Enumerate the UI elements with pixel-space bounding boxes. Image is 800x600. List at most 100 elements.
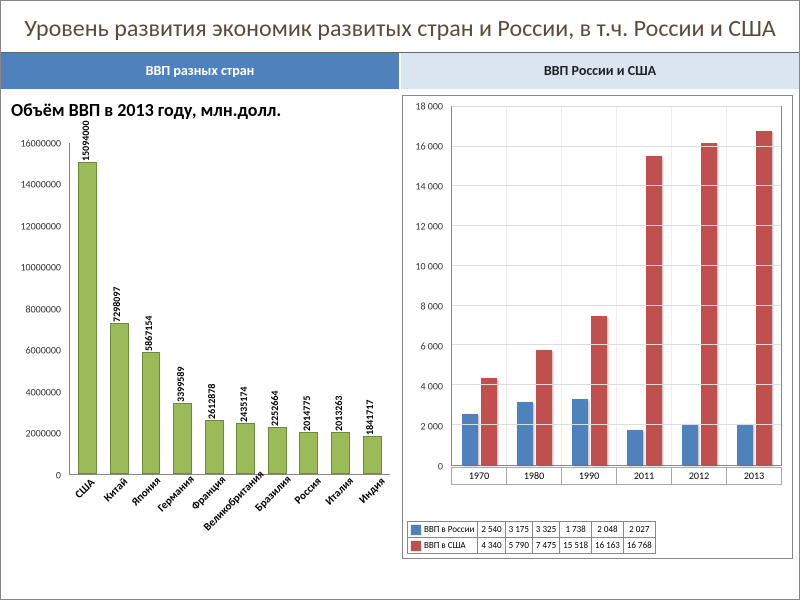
chart-right-bar <box>536 350 552 465</box>
chart-right-bar <box>737 424 753 464</box>
chart-right-table-cell: 4 340 <box>478 537 505 553</box>
chart-right-gridline <box>452 344 781 345</box>
chart-right-legend-cell: ВВП в США <box>408 537 478 553</box>
content-row: Объём ВВП в 2013 году, млн.долл. 0 200000… <box>1 89 799 565</box>
chart-right-table-cell: 15 518 <box>560 537 592 553</box>
header-right: ВВП России и США <box>401 53 799 89</box>
chart-left-bar-group: 2013263 <box>325 143 357 474</box>
chart-right-bar <box>572 399 588 465</box>
chart-right-table-row: ВВП в России2 5403 1753 3251 7382 0482 0… <box>408 521 656 537</box>
chart-right-xtick: 2012 <box>672 467 727 485</box>
chart-left-bar: 15094000 <box>78 162 97 474</box>
chart-right-xtick: 2013 <box>727 467 782 485</box>
chart-right-gridline <box>452 225 781 226</box>
chart-left: Объём ВВП в 2013 году, млн.долл. 0 200000… <box>7 95 398 559</box>
legend-marker-icon <box>411 541 421 551</box>
chart-left-bar-value: 7298097 <box>110 286 123 321</box>
chart-right-xaxis: 197019801990201120122013 <box>451 467 782 485</box>
chart-left-xtick: Япония <box>133 475 165 559</box>
chart-left-xtick: Германия <box>165 475 197 559</box>
chart-right-table-cell: 2 048 <box>592 521 624 537</box>
chart-right-table-cell: 3 175 <box>505 521 532 537</box>
chart-left-bars: 15094000 7298097 5867154 3399589 2612878 2435… <box>70 143 390 474</box>
chart-right-ytick: 4 000 <box>420 379 443 392</box>
chart-left-ytick: 12000000 <box>20 219 61 232</box>
chart-left-plot: 15094000 7298097 5867154 3399589 2612878 2435… <box>69 143 390 475</box>
legend-label: ВВП в России <box>424 524 474 535</box>
chart-right-data-table: ВВП в России2 5403 1753 3251 7382 0482 0… <box>407 521 656 554</box>
chart-left-xtick: Италия <box>326 475 358 559</box>
chart-left-bar: 2014775 <box>299 432 318 474</box>
chart-left-bar-value: 2252664 <box>268 391 281 426</box>
chart-left-ytick: 4000000 <box>26 385 61 398</box>
chart-right-table-cell: 16 163 <box>592 537 624 553</box>
chart-left-xtick: Великобритания <box>229 475 261 559</box>
chart-left-ytick: 16000000 <box>20 136 61 149</box>
chart-right-gridline <box>452 424 781 425</box>
chart-right-bar-group <box>562 107 617 465</box>
header-row: ВВП разных стран ВВП России и США <box>1 53 799 89</box>
chart-left-bar-group: 15094000 <box>72 143 104 474</box>
chart-right-ytick: 8 000 <box>420 299 443 312</box>
chart-right-gridline <box>452 265 781 266</box>
chart-right-bar-group <box>727 107 781 465</box>
chart-right-table-cell: 7 475 <box>532 537 559 553</box>
chart-left-bar-value: 1841717 <box>363 399 376 434</box>
slide: Уровень развития экономик развитых стран… <box>0 0 800 600</box>
chart-right-table-cell: 2 540 <box>478 521 505 537</box>
chart-left-ytick: 0 <box>56 468 61 481</box>
chart-left-xtick: США <box>69 475 101 559</box>
chart-left-bar-value: 2014775 <box>300 396 313 431</box>
chart-right-table-cell: 5 790 <box>505 537 532 553</box>
chart-left-ytick: 14000000 <box>20 178 61 191</box>
chart-right-bar <box>646 156 662 465</box>
chart-right-plot <box>451 106 782 466</box>
chart-right-bar <box>481 378 497 464</box>
chart-right-ytick: 0 <box>438 459 443 472</box>
chart-left-ytick: 2000000 <box>26 427 61 440</box>
chart-left-bar-group: 2014775 <box>293 143 325 474</box>
chart-right-bar-group <box>507 107 562 465</box>
chart-right-gridline <box>452 185 781 186</box>
chart-left-bar-group: 2252664 <box>262 143 294 474</box>
legend-label: ВВП в США <box>424 540 466 551</box>
chart-left-ytick: 10000000 <box>20 261 61 274</box>
chart-left-title: Объём ВВП в 2013 году, млн.долл. <box>7 95 398 123</box>
chart-right-gridline <box>452 305 781 306</box>
chart-right-table-cell: 16 768 <box>623 537 655 553</box>
chart-right-bars <box>452 107 781 465</box>
chart-left-bar: 2252664 <box>268 427 287 474</box>
chart-left-bar-value: 5867154 <box>142 316 155 351</box>
chart-right-gridline <box>452 384 781 385</box>
chart-right-table-cell: 1 738 <box>560 521 592 537</box>
chart-right-table-row: ВВП в США 4 3405 7907 47515 51816 16316 7… <box>408 537 656 553</box>
panel-left: Объём ВВП в 2013 году, млн.долл. 0 200000… <box>1 89 400 565</box>
chart-left-bar-group: 2612878 <box>198 143 230 474</box>
chart-left-bar-value: 2612878 <box>205 383 218 418</box>
chart-right-bar <box>627 430 643 465</box>
chart-right-gridline <box>452 106 781 107</box>
chart-right-xtick: 1970 <box>451 467 507 485</box>
title-block: Уровень развития экономик развитых стран… <box>1 1 799 53</box>
chart-left-bar: 7298097 <box>110 323 129 474</box>
header-left: ВВП разных стран <box>1 53 401 89</box>
chart-right-table-cell: 3 325 <box>532 521 559 537</box>
chart-left-bar-value: 2435174 <box>237 387 250 422</box>
chart-left-bar-value: 3399589 <box>174 367 187 402</box>
chart-left-bar-group: 7298097 <box>104 143 136 474</box>
chart-left-bar: 5867154 <box>142 352 161 473</box>
chart-right-ytick: 12 000 <box>415 219 443 232</box>
page-title: Уровень развития экономик развитых стран… <box>21 15 779 44</box>
chart-left-xtick: Бразилия <box>262 475 294 559</box>
chart-left-bar: 2013263 <box>331 432 350 474</box>
chart-right-xtick: 1990 <box>562 467 617 485</box>
chart-right-bar-group <box>452 107 507 465</box>
chart-right-yaxis: 02 0004 0006 0008 00010 00012 00014 0001… <box>403 106 447 466</box>
chart-left-yaxis: 0200000040000006000000800000010000000120… <box>7 143 65 475</box>
chart-right-ytick: 18 000 <box>415 99 443 112</box>
chart-right-xtick: 2011 <box>617 467 672 485</box>
chart-left-bar: 3399589 <box>173 403 192 473</box>
chart-right-bar <box>591 316 607 465</box>
chart-left-bar-group: 3399589 <box>167 143 199 474</box>
chart-right-bar-group <box>672 107 727 465</box>
